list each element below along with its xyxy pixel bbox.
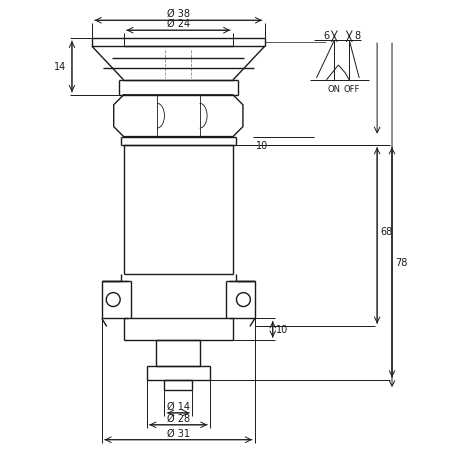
Text: OFF: OFF (342, 85, 358, 94)
Text: 78: 78 (394, 258, 407, 268)
Text: 68: 68 (379, 227, 392, 237)
Text: Ø 38: Ø 38 (167, 9, 190, 19)
Text: ON: ON (327, 85, 340, 94)
Text: Ø 31: Ø 31 (167, 428, 190, 438)
Text: Ø 28: Ø 28 (167, 413, 190, 423)
Text: Ø 14: Ø 14 (167, 401, 190, 411)
Text: 14: 14 (54, 62, 66, 73)
Text: 10: 10 (275, 325, 287, 335)
Text: 6: 6 (323, 31, 329, 41)
Text: 8: 8 (353, 31, 359, 41)
Text: Ø 24: Ø 24 (167, 19, 190, 29)
Text: 10: 10 (255, 140, 268, 150)
